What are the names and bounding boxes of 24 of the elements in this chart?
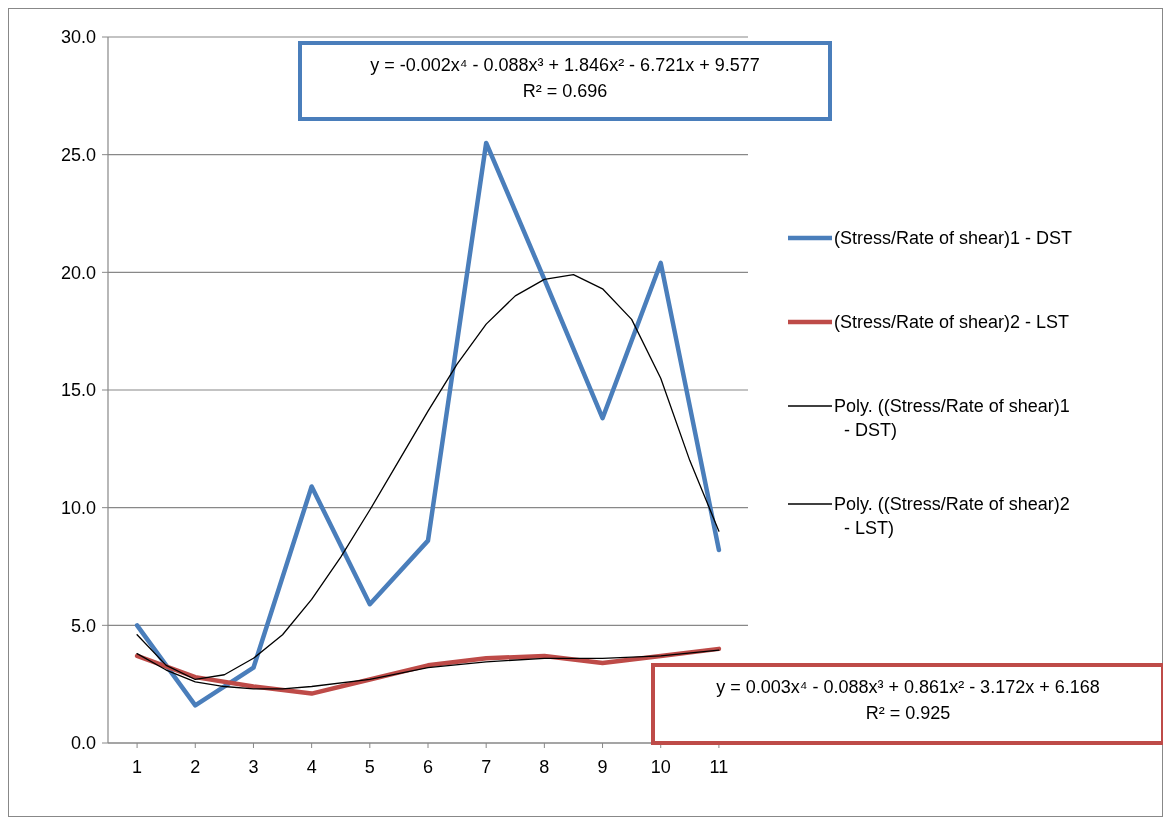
x-tick-label: 4 <box>306 757 317 777</box>
x-tick-label: 3 <box>248 757 259 777</box>
x-tick-label: 2 <box>190 757 201 777</box>
legend-label: Poly. ((Stress/Rate of shear)1 - DST) <box>834 396 1070 440</box>
y-tick-label: 25.0 <box>60 144 96 165</box>
y-tick-label: 5.0 <box>70 615 96 636</box>
x-tick-label: 1 <box>132 757 143 777</box>
x-tick-label: 5 <box>364 757 375 777</box>
annotation: y = -0.002x⁴ - 0.088x³ + 1.846x² - 6.721x + 9.577 R² = 0.696 <box>370 55 760 101</box>
y-tick-label: 10.0 <box>60 497 96 518</box>
x-tick-label: 9 <box>597 757 608 777</box>
y-tick-label: 20.0 <box>60 262 96 283</box>
x-tick-label: 7 <box>481 757 492 777</box>
annotation: y = 0.003x⁴ - 0.088x³ + 0.861x² - 3.172x + 6.168 R² = 0.925 <box>716 677 1100 723</box>
legend-label: Poly. ((Stress/Rate of shear)2 - LST) <box>834 494 1070 538</box>
x-tick-label: 10 <box>650 757 671 777</box>
legend-label: (Stress/Rate of shear)2 - LST <box>834 312 1070 332</box>
x-tick-label: 6 <box>422 757 434 777</box>
x-tick-label: 8 <box>539 757 550 777</box>
legend-label: (Stress/Rate of shear)1 - DST <box>834 228 1073 248</box>
y-tick-label: 0.0 <box>70 733 96 754</box>
y-tick-label: 15.0 <box>60 380 96 401</box>
y-tick-label: 30.0 <box>60 27 96 48</box>
x-tick-label: 11 <box>709 757 729 777</box>
